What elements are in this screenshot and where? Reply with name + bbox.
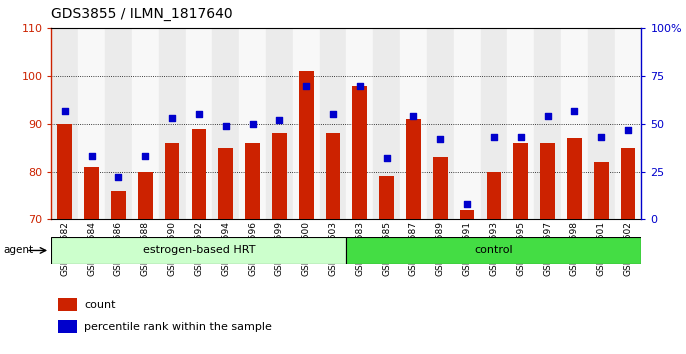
Bar xyxy=(594,162,608,219)
Bar xyxy=(58,124,72,219)
Bar xyxy=(486,172,501,219)
Point xyxy=(86,154,97,159)
Text: estrogen-based HRT: estrogen-based HRT xyxy=(143,245,255,256)
Bar xyxy=(561,28,588,219)
Point xyxy=(488,135,499,140)
Point xyxy=(622,127,633,132)
Bar xyxy=(379,176,394,219)
Bar xyxy=(427,28,453,219)
Bar xyxy=(185,28,213,219)
Bar xyxy=(621,148,635,219)
Bar xyxy=(239,28,266,219)
Bar xyxy=(78,28,105,219)
Point xyxy=(300,83,311,88)
Bar xyxy=(111,191,126,219)
Bar xyxy=(299,72,314,219)
Bar xyxy=(346,237,641,264)
Point xyxy=(462,201,473,207)
Bar xyxy=(513,143,528,219)
Bar xyxy=(480,28,508,219)
Point xyxy=(193,112,204,117)
Point xyxy=(569,108,580,113)
Bar xyxy=(406,119,421,219)
Point xyxy=(381,155,392,161)
Bar xyxy=(105,28,132,219)
Bar xyxy=(191,129,206,219)
Bar xyxy=(460,210,475,219)
Bar xyxy=(245,143,260,219)
Bar xyxy=(433,157,448,219)
Bar xyxy=(266,28,293,219)
Text: count: count xyxy=(84,300,115,310)
Bar xyxy=(218,148,233,219)
Bar xyxy=(615,28,641,219)
Bar xyxy=(213,28,239,219)
Text: agent: agent xyxy=(3,245,34,256)
Point xyxy=(113,175,124,180)
Bar xyxy=(158,28,185,219)
Bar xyxy=(346,28,373,219)
Bar xyxy=(58,320,77,333)
Point xyxy=(140,154,151,159)
Point xyxy=(435,136,446,142)
Bar xyxy=(540,143,555,219)
Bar xyxy=(320,28,346,219)
Point xyxy=(220,123,231,129)
Point xyxy=(515,135,526,140)
Bar xyxy=(534,28,561,219)
Point xyxy=(274,117,285,123)
Bar xyxy=(138,172,153,219)
Point xyxy=(408,113,419,119)
Point xyxy=(542,113,553,119)
Point xyxy=(167,115,178,121)
Point xyxy=(327,112,338,117)
Bar xyxy=(51,28,78,219)
Bar xyxy=(373,28,400,219)
Text: GDS3855 / ILMN_1817640: GDS3855 / ILMN_1817640 xyxy=(51,7,233,21)
Text: control: control xyxy=(475,245,513,256)
Bar xyxy=(58,298,77,311)
Bar xyxy=(326,133,340,219)
Bar xyxy=(272,133,287,219)
Bar xyxy=(165,143,180,219)
Text: percentile rank within the sample: percentile rank within the sample xyxy=(84,322,272,332)
Bar xyxy=(353,86,367,219)
Bar xyxy=(51,237,346,264)
Bar xyxy=(400,28,427,219)
Bar xyxy=(293,28,320,219)
Bar xyxy=(508,28,534,219)
Point xyxy=(355,83,366,88)
Point xyxy=(247,121,258,127)
Bar xyxy=(567,138,582,219)
Bar xyxy=(84,167,99,219)
Bar xyxy=(132,28,158,219)
Point xyxy=(60,108,71,113)
Point xyxy=(595,135,606,140)
Bar xyxy=(453,28,480,219)
Bar xyxy=(588,28,615,219)
